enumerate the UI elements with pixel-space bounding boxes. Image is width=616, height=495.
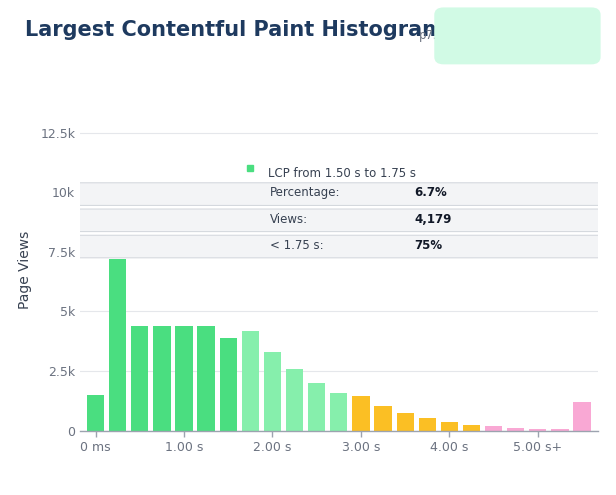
Bar	[551, 429, 569, 431]
Bar	[308, 383, 325, 431]
Bar	[109, 259, 126, 431]
Bar	[573, 402, 591, 431]
Text: LCP from 1.50 s to 1.75 s: LCP from 1.50 s to 1.75 s	[268, 167, 416, 180]
Bar	[440, 422, 458, 431]
FancyBboxPatch shape	[0, 209, 616, 232]
Text: Largest Contentful Paint Histogram: Largest Contentful Paint Histogram	[25, 20, 444, 40]
Text: Views:: Views:	[270, 213, 309, 226]
FancyBboxPatch shape	[0, 183, 616, 205]
Text: 1.75 s: 1.75 s	[482, 26, 553, 46]
Bar	[529, 429, 546, 431]
Text: 6.7%: 6.7%	[414, 187, 447, 199]
Text: 75%: 75%	[414, 239, 442, 252]
Bar	[330, 393, 347, 431]
Bar	[485, 426, 502, 431]
Bar	[220, 338, 237, 431]
Bar	[198, 326, 215, 431]
Bar	[241, 331, 259, 431]
Bar	[87, 395, 104, 431]
Bar	[153, 326, 171, 431]
Bar	[131, 326, 148, 431]
Bar	[375, 405, 392, 431]
Bar	[176, 326, 193, 431]
Bar	[507, 428, 524, 431]
Text: p75: p75	[419, 29, 441, 43]
Text: Percentage:: Percentage:	[270, 187, 341, 199]
Bar	[463, 425, 480, 431]
Bar	[286, 369, 303, 431]
Bar	[352, 396, 370, 431]
Bar	[419, 418, 436, 431]
Text: < 1.75 s:: < 1.75 s:	[270, 239, 324, 252]
Bar	[264, 352, 281, 431]
Text: 4,179: 4,179	[414, 213, 452, 226]
Bar	[397, 413, 414, 431]
Y-axis label: Page Views: Page Views	[18, 231, 32, 309]
FancyBboxPatch shape	[0, 235, 616, 258]
